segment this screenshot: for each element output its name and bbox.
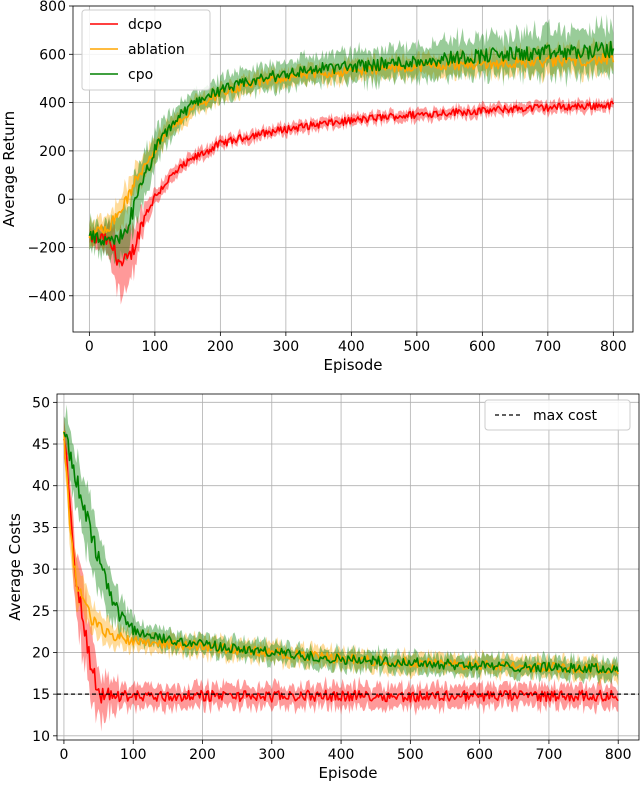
x-tick-label: 400 bbox=[338, 339, 365, 355]
legend-label-ablation: ablation bbox=[128, 42, 185, 58]
legend-box bbox=[484, 399, 631, 431]
y-tick-label: 600 bbox=[39, 47, 66, 63]
return-legend: dcpo ablation cpo bbox=[81, 9, 211, 91]
return-y-ticks: −400 −200 0 200 400 600 800 bbox=[28, 0, 73, 305]
y-tick-label: 25 bbox=[32, 604, 50, 620]
x-tick-label: 600 bbox=[469, 339, 496, 355]
x-tick-label: 100 bbox=[120, 747, 147, 763]
x-tick-label: 700 bbox=[536, 747, 563, 763]
y-tick-label: 15 bbox=[32, 687, 50, 703]
return-axes-frame bbox=[72, 5, 634, 333]
x-tick-label: 300 bbox=[258, 747, 285, 763]
y-tick-label: 20 bbox=[32, 645, 50, 661]
y-tick-label: 200 bbox=[39, 144, 66, 160]
x-tick-label: 500 bbox=[403, 339, 430, 355]
cost-axes-frame bbox=[56, 393, 640, 741]
x-tick-label: 600 bbox=[466, 747, 493, 763]
cost-grid bbox=[57, 394, 639, 740]
x-tick-label: 0 bbox=[59, 747, 68, 763]
x-tick-label: 300 bbox=[272, 339, 299, 355]
x-tick-label: 400 bbox=[328, 747, 355, 763]
return-x-axis-label: Episode bbox=[324, 356, 383, 374]
y-tick-label: 30 bbox=[32, 562, 50, 578]
x-tick-label: 800 bbox=[600, 339, 627, 355]
cost-y-ticks: 10 15 20 25 30 35 40 45 50 bbox=[32, 395, 57, 745]
cost-lines bbox=[63, 431, 619, 704]
return-grid bbox=[73, 5, 633, 332]
return-y-axis-label: Average Return bbox=[0, 111, 18, 227]
cost-chart: 0 100 200 300 400 500 600 700 800 10 15 20 25 30 35 40… bbox=[6, 393, 640, 782]
series-line-dcpo bbox=[63, 438, 619, 704]
x-tick-label: 700 bbox=[534, 339, 561, 355]
x-tick-label: 500 bbox=[397, 747, 424, 763]
series-line-cpo bbox=[88, 40, 615, 246]
cost-y-axis-label: Average Costs bbox=[6, 513, 24, 621]
legend-label-dcpo: dcpo bbox=[128, 17, 162, 33]
y-tick-label: 40 bbox=[32, 479, 50, 495]
x-tick-label: 200 bbox=[189, 747, 216, 763]
y-tick-label: 50 bbox=[32, 395, 50, 411]
x-tick-label: 0 bbox=[85, 339, 94, 355]
legend-label-max-cost: max cost bbox=[533, 408, 598, 424]
cost-x-axis-label: Episode bbox=[319, 764, 378, 782]
y-tick-label: −400 bbox=[28, 289, 66, 305]
x-tick-label: 200 bbox=[207, 339, 234, 355]
series-band-ablation bbox=[63, 419, 619, 687]
y-tick-label: 35 bbox=[32, 520, 50, 536]
series-line-cpo bbox=[63, 431, 619, 674]
cost-legend: max cost bbox=[484, 399, 631, 431]
series-line-dcpo bbox=[88, 100, 615, 267]
x-tick-label: 800 bbox=[605, 747, 632, 763]
legend-box bbox=[81, 9, 211, 91]
y-tick-label: −200 bbox=[28, 240, 66, 256]
return-x-ticks: 0 100 200 300 400 500 600 700 800 bbox=[85, 332, 627, 355]
legend-label-cpo: cpo bbox=[128, 67, 153, 83]
return-chart: 0 100 200 300 400 500 600 700 800 −400 −200 0 200 40… bbox=[0, 0, 634, 374]
y-tick-label: 45 bbox=[32, 437, 50, 453]
x-tick-label: 100 bbox=[142, 339, 169, 355]
y-tick-label: 0 bbox=[57, 192, 66, 208]
return-lines bbox=[88, 40, 615, 267]
cost-x-ticks: 0 100 200 300 400 500 600 700 800 bbox=[59, 740, 632, 763]
y-tick-label: 10 bbox=[32, 729, 50, 745]
series-band-cpo bbox=[89, 14, 614, 269]
y-tick-label: 800 bbox=[39, 0, 66, 15]
y-tick-label: 400 bbox=[39, 96, 66, 112]
